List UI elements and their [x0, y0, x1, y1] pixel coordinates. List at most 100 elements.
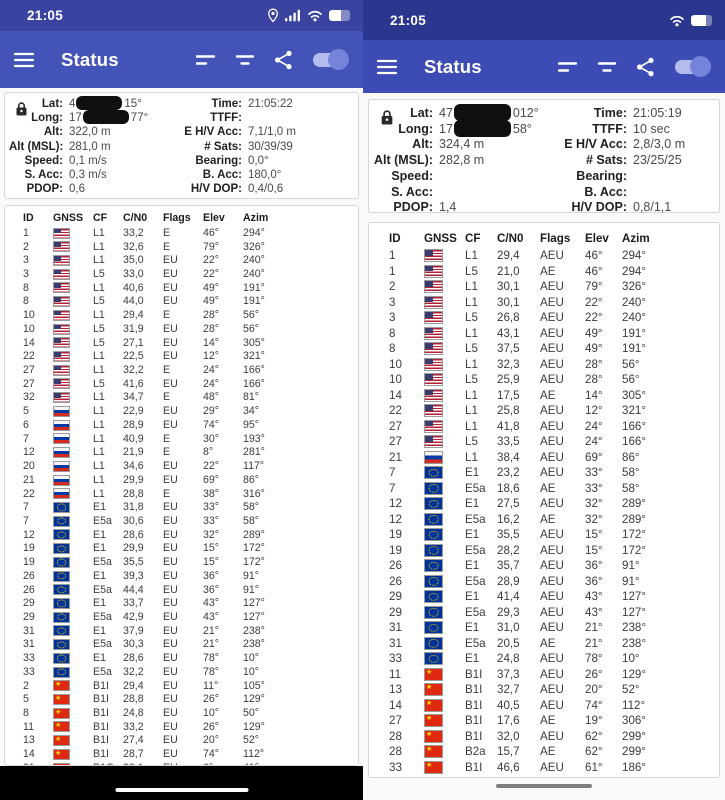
status-flags: EU: [163, 514, 178, 527]
satellite-table[interactable]: ID GNSS CF C/N0 Flags Elev Azim 1 L1 33,2 E 46…: [4, 205, 359, 766]
cn0-value: 35,5: [497, 528, 520, 542]
gnss-flag-icon: [424, 528, 443, 542]
gnss-cell: [53, 433, 93, 445]
cn0-value: 41,6: [123, 377, 144, 390]
gnss-cell: [53, 241, 93, 253]
carrier-frequency: E5a: [465, 605, 486, 619]
filter-button[interactable]: [235, 53, 255, 67]
sat-id: 28: [389, 745, 402, 759]
gnss-flag-icon: [53, 652, 70, 664]
elevation: 15°: [585, 528, 603, 542]
status-flags: EU: [163, 707, 178, 720]
azimuth: 86°: [622, 450, 640, 464]
status-flags: AEU: [540, 311, 564, 325]
elevation: 36°: [203, 569, 220, 582]
column-header: C/N0: [497, 232, 524, 245]
azimuth: 127°: [622, 590, 646, 604]
share-button[interactable]: [636, 57, 655, 77]
sort-button[interactable]: [196, 53, 216, 67]
carrier-frequency: E1: [465, 466, 480, 480]
bacc-label: B. Acc:: [584, 184, 627, 199]
menu-button[interactable]: [14, 52, 34, 68]
cn0-value: 18,6: [497, 481, 520, 495]
cn0-value: 37,9: [123, 624, 144, 637]
elevation: 11°: [203, 679, 219, 692]
azimuth: 91°: [243, 583, 260, 596]
gnss-flag-icon: [424, 311, 443, 325]
satellite-row: 14 B1I 40,5 AEU 74° 112°: [369, 698, 719, 714]
hvdop-label: H/V DOP:: [571, 200, 627, 215]
cn0-value: 35,5: [123, 556, 144, 569]
status-flags: EU: [163, 322, 178, 335]
lock-icon: [381, 110, 393, 125]
elevation: 22°: [203, 460, 220, 473]
status-time: 21:05: [390, 12, 427, 28]
gnss-cell: [424, 559, 465, 573]
elevation: 74°: [203, 418, 220, 431]
cn0-value: 28,6: [123, 528, 144, 541]
azimuth: 91°: [622, 574, 640, 588]
azimuth: 112°: [243, 748, 265, 761]
sat-id: 26: [389, 559, 402, 573]
gnss-flag-icon: [53, 282, 70, 294]
gnss-flag-icon: [53, 337, 70, 349]
gnss-flag-icon: [53, 227, 70, 239]
carrier-frequency: L1: [465, 404, 478, 418]
gnss-flag-icon: [53, 488, 70, 500]
sat-id: 7: [389, 466, 396, 480]
satellite-row: 33 E1 24,8 AEU 78° 10°: [369, 651, 719, 667]
elevation: 28°: [585, 357, 603, 371]
status-flags: AEU: [540, 683, 564, 697]
sat-id: 8: [389, 342, 396, 356]
elevation: 36°: [585, 559, 603, 573]
satellite-row: 11 B1I 33,2 EU 26° 129°: [5, 720, 358, 734]
satellite-row: 29 E1 33,7 EU 43° 127°: [5, 596, 358, 610]
gnss-flag-icon: [424, 559, 443, 573]
azimuth: 294°: [622, 249, 646, 263]
cn0-value: 28,9: [497, 574, 520, 588]
sacc-value: 0,3 m/s: [69, 169, 107, 182]
status-flags: EU: [163, 528, 178, 541]
gnss-flag-icon: [53, 556, 70, 568]
azimuth: 191°: [622, 342, 646, 356]
tracking-toggle[interactable]: [674, 56, 711, 77]
carrier-frequency: E1: [465, 590, 480, 604]
sat-id: 21: [389, 450, 402, 464]
filter-button[interactable]: [597, 60, 617, 74]
satellite-row: 7 E1 23,2 AEU 33° 58°: [369, 465, 719, 481]
elevation: 43°: [203, 610, 220, 623]
gnss-cell: [424, 419, 465, 433]
share-icon: [275, 50, 292, 69]
azimuth: 289°: [243, 528, 265, 541]
sat-id: 27: [23, 377, 35, 390]
screenshot-right: 21:05 Status Lat: 47 012° Ti: [363, 0, 725, 800]
azimuth: 294°: [243, 226, 265, 239]
satellite-row: 31 E1 31,0 AEU 21° 238°: [369, 620, 719, 636]
carrier-frequency: B1I: [465, 714, 483, 728]
status-flags: AE: [540, 388, 556, 402]
sat-id: 31: [389, 621, 402, 635]
azimuth: 105°: [243, 679, 265, 692]
carrier-frequency: L5: [465, 435, 478, 449]
carrier-frequency: B2a: [465, 745, 486, 759]
menu-button[interactable]: [377, 59, 397, 75]
home-indicator[interactable]: [496, 784, 592, 788]
satellite-table[interactable]: ID GNSS CF C/N0 Flags Elev Azim 1 L1 29,4 AEU …: [368, 222, 720, 778]
tracking-toggle[interactable]: [312, 49, 349, 70]
cn0-value: 30,1: [497, 295, 520, 309]
gnss-flag-icon: [424, 342, 443, 356]
azimuth: 129°: [622, 667, 646, 681]
azimuth: 166°: [243, 377, 265, 390]
msl-label: Alt (MSL):: [9, 140, 64, 153]
gnss-cell: [53, 762, 93, 765]
cn0-value: 41,4: [497, 590, 520, 604]
satellite-row: 22 L1 25,8 AEU 12° 321°: [369, 403, 719, 419]
share-button[interactable]: [274, 50, 293, 70]
cn0-value: 30,6: [123, 514, 144, 527]
gnss-cell: [424, 404, 465, 418]
gnss-flag-icon: [424, 373, 443, 387]
azimuth: 58°: [622, 466, 640, 480]
sort-button[interactable]: [558, 60, 578, 74]
satellite-row: 29 E1 41,4 AEU 43° 127°: [369, 589, 719, 605]
home-indicator[interactable]: [115, 787, 248, 792]
